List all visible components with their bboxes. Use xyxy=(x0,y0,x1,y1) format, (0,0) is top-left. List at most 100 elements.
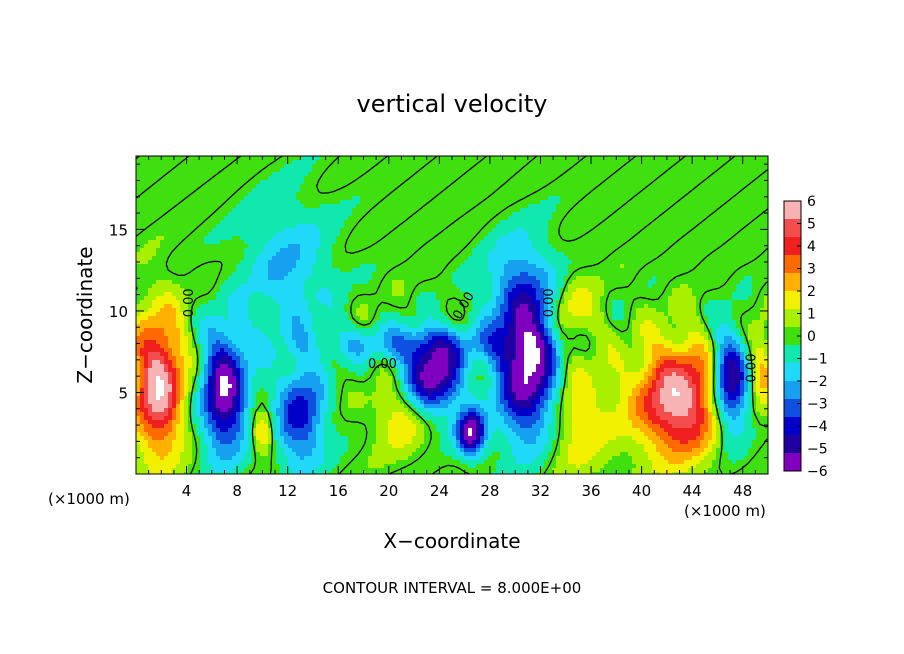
field-cell xyxy=(172,200,177,205)
field-cell xyxy=(376,236,381,241)
field-cell xyxy=(168,200,173,205)
field-cell xyxy=(320,236,325,241)
field-cell xyxy=(736,172,741,177)
field-cell xyxy=(696,264,701,269)
field-cell xyxy=(152,216,157,221)
field-cell xyxy=(552,244,557,249)
field-cell xyxy=(712,272,717,277)
field-cell xyxy=(664,184,669,189)
field-cell xyxy=(220,160,225,165)
field-cell xyxy=(324,196,329,201)
field-cell xyxy=(688,240,693,245)
field-cell xyxy=(660,188,665,193)
field-cell xyxy=(752,256,757,261)
field-cell xyxy=(228,276,233,281)
field-cell xyxy=(348,256,353,261)
field-cell xyxy=(612,164,617,169)
field-cell xyxy=(576,240,581,245)
field-cell xyxy=(264,192,269,197)
field-cell xyxy=(544,172,549,177)
field-cell xyxy=(572,168,577,173)
field-cell xyxy=(288,184,293,189)
field-cell xyxy=(504,164,509,169)
field-cell xyxy=(392,172,397,177)
field-cell xyxy=(328,272,333,277)
field-cell xyxy=(228,184,233,189)
field-cell xyxy=(648,168,653,173)
field-cell xyxy=(392,276,397,281)
field-cell xyxy=(432,248,437,253)
field-cell xyxy=(236,220,241,225)
field-cell xyxy=(568,240,573,245)
field-cell xyxy=(364,176,369,181)
field-cell xyxy=(204,204,209,209)
field-cell xyxy=(356,192,361,197)
field-cell xyxy=(260,204,265,209)
field-cell xyxy=(720,188,725,193)
field-cell xyxy=(656,204,661,209)
field-cell xyxy=(628,160,633,165)
field-cell xyxy=(172,260,177,265)
field-cell xyxy=(572,196,577,201)
field-cell xyxy=(416,204,421,209)
field-cell xyxy=(188,196,193,201)
field-cell xyxy=(432,272,437,277)
field-cell xyxy=(520,188,525,193)
field-cell xyxy=(744,196,749,201)
field-cell xyxy=(444,248,449,253)
field-cell xyxy=(156,176,161,181)
field-cell xyxy=(644,248,649,253)
field-cell xyxy=(616,244,621,249)
field-cell xyxy=(580,208,585,213)
field-cell xyxy=(536,180,541,185)
field-cell xyxy=(552,272,557,277)
field-cell xyxy=(408,184,413,189)
field-cell xyxy=(372,216,377,221)
field-cell xyxy=(220,240,225,245)
field-cell xyxy=(376,188,381,193)
field-cell xyxy=(452,252,457,257)
field-cell xyxy=(180,280,185,285)
field-cell xyxy=(496,208,501,213)
field-cell xyxy=(148,228,153,233)
field-cell xyxy=(340,280,345,285)
field-cell xyxy=(608,168,613,173)
field-cell xyxy=(172,228,177,233)
field-cell xyxy=(752,272,757,277)
field-cell xyxy=(372,228,377,233)
field-cell xyxy=(540,272,545,277)
field-cell xyxy=(716,180,721,185)
field-cell xyxy=(724,172,729,177)
field-cell xyxy=(208,200,213,205)
field-cell xyxy=(708,244,713,249)
field-cell xyxy=(324,256,329,261)
field-cell xyxy=(584,160,589,165)
field-cell xyxy=(436,216,441,221)
field-cell xyxy=(252,220,257,225)
field-cell xyxy=(496,228,501,233)
field-cell xyxy=(396,232,401,237)
field-cell xyxy=(360,268,365,273)
field-cell xyxy=(292,240,297,245)
field-cell xyxy=(368,248,373,253)
field-cell xyxy=(284,244,289,249)
field-cell xyxy=(476,204,481,209)
field-cell xyxy=(496,160,501,165)
field-cell xyxy=(756,184,761,189)
field-cell xyxy=(160,216,165,221)
field-cell xyxy=(204,256,209,261)
field-cell xyxy=(528,180,533,185)
field-cell xyxy=(692,240,697,245)
field-cell xyxy=(240,200,245,205)
field-cell xyxy=(444,276,449,281)
field-cell xyxy=(148,280,153,285)
field-cell xyxy=(560,168,565,173)
field-cell xyxy=(688,268,693,273)
field-cell xyxy=(760,268,765,273)
field-cell xyxy=(288,252,293,257)
field-cell xyxy=(380,280,385,285)
field-cell xyxy=(320,260,325,265)
field-cell xyxy=(196,240,201,245)
field-cell xyxy=(260,192,265,197)
field-cell xyxy=(384,200,389,205)
